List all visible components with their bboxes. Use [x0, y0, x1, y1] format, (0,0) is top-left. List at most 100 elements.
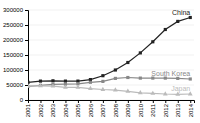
tick-label: 2010	[138, 103, 144, 117]
y-tick: 0	[20, 97, 28, 103]
series-label: South Korea	[151, 70, 190, 77]
x-tick: 2009	[125, 100, 131, 117]
y-tick: 150000	[3, 52, 28, 58]
tick-label: 100000	[3, 67, 24, 73]
x-tick: 2003	[50, 100, 56, 117]
marker	[126, 61, 129, 64]
tick-mark	[25, 25, 28, 26]
marker	[126, 76, 129, 79]
tick-mark	[65, 100, 66, 103]
grid-line	[28, 10, 194, 11]
marker	[125, 89, 130, 93]
marker	[175, 92, 180, 96]
x-tick: 2001	[25, 100, 31, 117]
tick-label: 2013	[175, 103, 181, 117]
marker	[88, 86, 93, 90]
tick-mark	[153, 100, 154, 103]
tick-mark	[53, 100, 54, 103]
marker	[76, 80, 79, 83]
x-tick: 2007	[100, 100, 106, 117]
x-axis: 2001 2002 2003 2004 2005 2006 2007 2008 2009 2010…	[25, 100, 194, 117]
tick-label: 2014	[188, 103, 194, 117]
grid	[28, 10, 194, 100]
x-tick: 2012	[163, 100, 169, 117]
x-tick: 2006	[88, 100, 94, 117]
series-label: China	[172, 9, 190, 16]
tick-mark	[115, 100, 116, 103]
tick-mark	[40, 100, 41, 103]
series-group	[28, 16, 193, 96]
tick-label: 2005	[75, 103, 81, 117]
x-tick: 2013	[175, 100, 181, 117]
tick-mark	[28, 100, 29, 103]
y-tick: 200000	[3, 37, 28, 43]
series-line	[28, 18, 190, 83]
tick-label: 2009	[125, 103, 131, 117]
tick-label: 2001	[25, 103, 31, 117]
marker	[101, 74, 104, 77]
marker	[113, 87, 118, 91]
tick-label: 300000	[3, 7, 24, 13]
y-axis: 0 50000 100000 150000 200000 250000 300000	[3, 7, 29, 103]
marker	[76, 85, 81, 89]
series	[28, 16, 192, 84]
axis-line	[25, 11, 29, 101]
tick-label: 50000	[6, 82, 23, 88]
grid-line	[28, 25, 194, 26]
grid-line	[28, 40, 194, 41]
marker	[139, 51, 142, 54]
series	[28, 83, 193, 96]
y-tick: 300000	[3, 7, 28, 13]
marker	[39, 80, 42, 83]
tick-label: 150000	[3, 52, 24, 58]
tick-mark	[103, 100, 104, 103]
plot-area: 0 50000 100000 150000 200000 250000 300000 2001…	[3, 7, 195, 117]
marker	[89, 81, 92, 84]
tick-label: 250000	[3, 22, 24, 28]
tick-mark	[25, 40, 28, 41]
marker	[28, 83, 30, 87]
x-tick: 2004	[63, 100, 69, 117]
series-labels: China South Korea Japan	[151, 9, 190, 94]
x-tick: 2014	[188, 100, 194, 117]
marker	[114, 68, 117, 71]
tick-label: 200000	[3, 37, 24, 43]
x-tick: 2005	[75, 100, 81, 117]
marker	[38, 83, 43, 87]
marker	[164, 28, 167, 31]
series-label: Japan	[171, 85, 190, 93]
marker	[51, 79, 54, 82]
x-tick: 2010	[138, 100, 144, 117]
marker	[176, 20, 179, 23]
marker	[189, 16, 192, 19]
y-tick: 100000	[3, 67, 28, 73]
marker	[189, 77, 192, 80]
axis-line	[29, 101, 195, 104]
tick-mark	[140, 100, 141, 103]
marker	[139, 77, 142, 80]
marker	[101, 80, 104, 83]
tick-label: 2002	[38, 103, 44, 117]
tick-label: 2011	[150, 103, 156, 117]
marker	[64, 80, 67, 83]
marker	[163, 91, 168, 95]
marker	[151, 40, 154, 43]
marker	[150, 91, 155, 95]
tick-mark	[25, 100, 28, 101]
marker	[138, 90, 143, 94]
tick-mark	[78, 100, 79, 103]
grid-line	[28, 55, 194, 56]
marker	[114, 77, 117, 80]
marker	[63, 85, 68, 89]
marker	[28, 81, 30, 84]
x-tick: 2011	[150, 100, 156, 117]
x-tick: 2008	[113, 100, 119, 117]
y-tick: 250000	[3, 22, 28, 28]
tick-mark	[90, 100, 91, 103]
tick-mark	[25, 85, 28, 86]
marker	[100, 87, 105, 91]
tick-label: 2012	[163, 103, 169, 117]
tick-mark	[25, 55, 28, 56]
marker	[51, 83, 56, 87]
tick-label: 2008	[113, 103, 119, 117]
